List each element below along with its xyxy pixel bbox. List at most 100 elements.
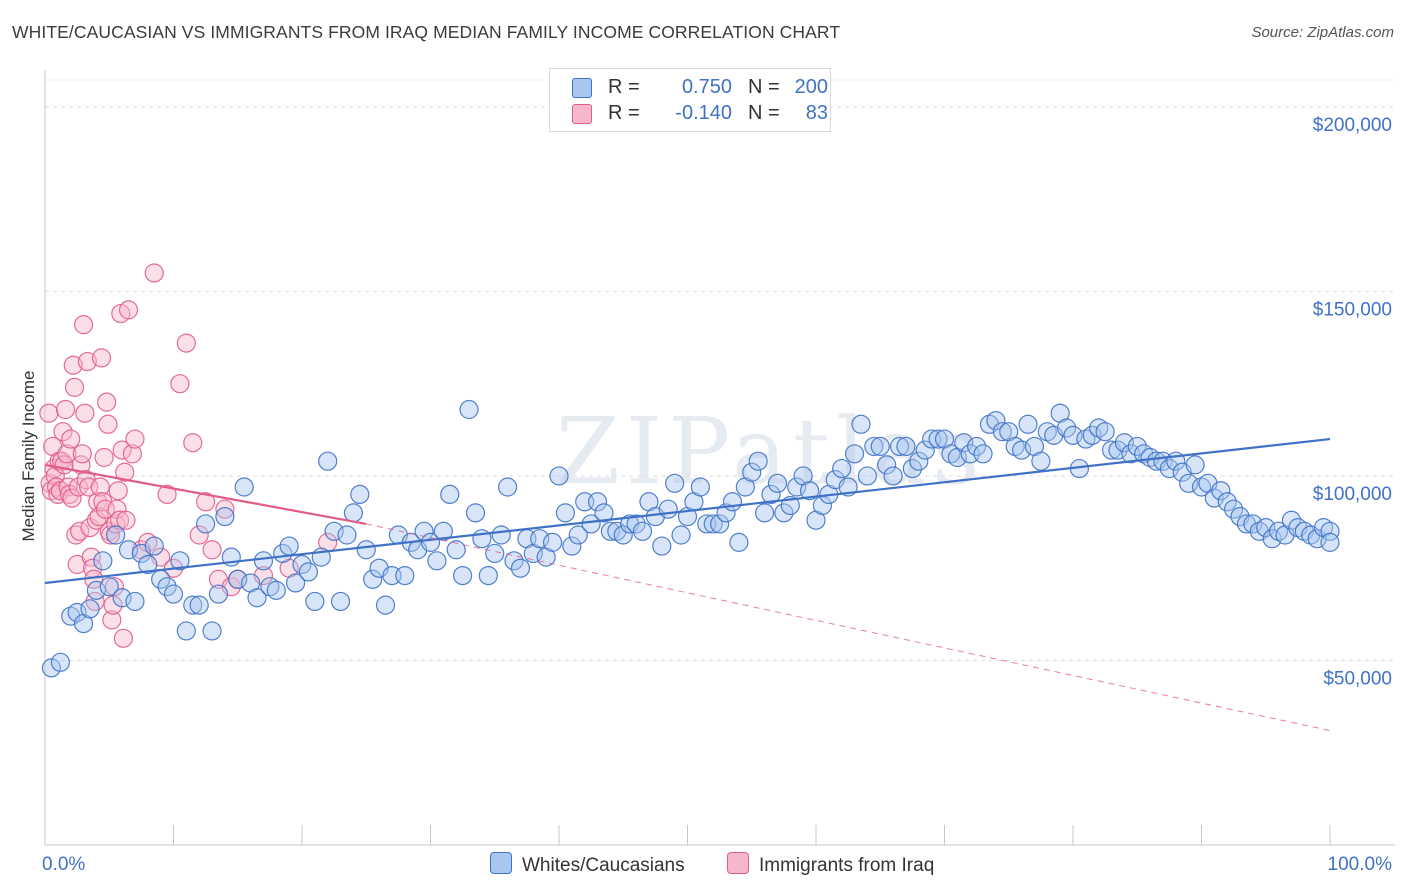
blue-point bbox=[41, 658, 62, 678]
pink-point bbox=[97, 392, 117, 412]
pink-point bbox=[196, 492, 216, 512]
pink-point bbox=[73, 315, 94, 335]
blue-point bbox=[260, 577, 280, 597]
blue-point bbox=[176, 621, 196, 641]
blue-point bbox=[285, 573, 306, 593]
trend-lines bbox=[44, 437, 1331, 732]
blue-point bbox=[118, 540, 139, 560]
blue-point bbox=[722, 492, 743, 512]
bottom-legend-whites: Whites/Caucasians bbox=[490, 852, 685, 877]
pink-point bbox=[109, 510, 130, 530]
blue-point bbox=[279, 536, 299, 556]
blue-point bbox=[106, 525, 126, 545]
blue-point bbox=[632, 521, 653, 541]
pink-point bbox=[118, 300, 139, 320]
blue-point bbox=[710, 514, 730, 534]
pink-point bbox=[202, 540, 222, 560]
y-tick-label: $200,000 bbox=[1313, 115, 1392, 136]
blue-point bbox=[1179, 473, 1199, 493]
y-tick-label: $150,000 bbox=[1313, 299, 1392, 320]
blue-point bbox=[465, 503, 486, 523]
legend: R = 0.750 N = 200 R = -0.140 N = 83 bbox=[549, 68, 831, 132]
blue-point bbox=[748, 451, 768, 471]
blue-point bbox=[562, 536, 582, 556]
y-tick-label: $100,000 bbox=[1313, 484, 1392, 505]
blue-trend-line bbox=[44, 437, 1331, 585]
blue-point bbox=[157, 577, 177, 597]
blue-point bbox=[626, 514, 646, 534]
blue-point bbox=[318, 451, 338, 471]
blue-point bbox=[112, 588, 132, 608]
blue-point bbox=[915, 440, 935, 460]
bottom-legend-label-blue: Whites/Caucasians bbox=[522, 855, 685, 876]
pink-point bbox=[68, 477, 89, 497]
legend-n-label: N = bbox=[748, 102, 780, 124]
blue-point bbox=[375, 595, 396, 615]
pink-point bbox=[88, 492, 108, 512]
pink-point bbox=[95, 499, 115, 519]
pink-point bbox=[72, 444, 92, 464]
blue-point bbox=[1243, 514, 1263, 534]
blue-point bbox=[478, 565, 498, 586]
blue-point bbox=[587, 492, 608, 512]
pink-point bbox=[62, 488, 82, 508]
blue-point bbox=[690, 477, 710, 497]
pink-point bbox=[104, 577, 124, 597]
blue-point bbox=[1108, 440, 1128, 460]
blue-point bbox=[50, 652, 71, 672]
pink-point bbox=[115, 462, 135, 482]
pink-point bbox=[90, 477, 110, 497]
pink-point bbox=[57, 444, 77, 464]
blue-point bbox=[453, 565, 473, 586]
blue-point bbox=[228, 569, 248, 589]
blue-point bbox=[1320, 521, 1340, 541]
legend-n-label: N = bbox=[748, 76, 780, 98]
x-tick-label: 100.0% bbox=[1328, 854, 1393, 875]
blue-point bbox=[491, 525, 511, 545]
blue-point bbox=[1224, 499, 1244, 519]
pink-point bbox=[189, 525, 209, 545]
blue-point bbox=[80, 599, 100, 619]
bottom-legend-label-pink: Immigrants from Iraq bbox=[759, 855, 935, 876]
pink-point bbox=[125, 429, 145, 449]
blue-point bbox=[1089, 418, 1109, 438]
pink-point bbox=[176, 333, 196, 353]
blue-point bbox=[1127, 436, 1147, 457]
blue-point bbox=[671, 525, 691, 545]
blue-point bbox=[832, 458, 852, 479]
blue-point bbox=[1056, 418, 1077, 438]
blue-point bbox=[446, 540, 466, 560]
blue-point bbox=[337, 525, 357, 545]
pink-point bbox=[70, 521, 90, 541]
pink-point bbox=[116, 510, 136, 530]
legend-r-label: R = bbox=[608, 102, 640, 124]
blue-point bbox=[1211, 481, 1231, 501]
blue-point bbox=[530, 529, 550, 549]
blue-point bbox=[542, 532, 563, 552]
blue-point bbox=[799, 481, 820, 501]
pink-point bbox=[108, 481, 128, 501]
pink-point bbox=[157, 484, 177, 505]
legend-swatch-pink bbox=[572, 104, 592, 124]
blue-point bbox=[864, 436, 884, 457]
pink-point bbox=[183, 433, 203, 453]
blue-point bbox=[266, 580, 286, 600]
pink-point bbox=[39, 403, 59, 423]
x-tick-labels: 0.0% 100.0% bbox=[42, 854, 1392, 875]
blue-point bbox=[941, 444, 961, 464]
blue-point bbox=[973, 444, 993, 464]
blue-point bbox=[1185, 455, 1205, 475]
axes bbox=[44, 70, 1395, 846]
blue-point bbox=[1076, 429, 1096, 449]
pink-point bbox=[106, 514, 126, 534]
pink-point bbox=[55, 399, 76, 420]
pink-point bbox=[89, 506, 109, 527]
blue-point bbox=[498, 477, 518, 497]
blue-point bbox=[305, 591, 325, 612]
bottom-legend-iraq: Immigrants from Iraq bbox=[727, 852, 934, 877]
blue-point bbox=[1268, 521, 1289, 541]
pink-point bbox=[215, 499, 235, 519]
blue-point bbox=[170, 551, 190, 571]
blue-point bbox=[909, 451, 929, 471]
